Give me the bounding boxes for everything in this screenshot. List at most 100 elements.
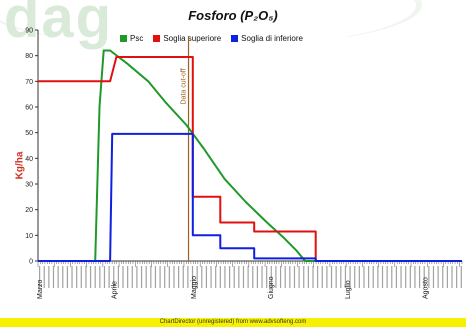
x-date-glyph [168,266,170,288]
legend-item-lower: Soglia di inferiore [231,34,303,43]
cutoff-label: Data cut-off [181,68,188,104]
watermark-logo: dag [4,0,114,50]
x-date-glyph [275,266,277,288]
y-tick-label: 80 [25,53,33,60]
x-date-glyph [279,266,282,288]
x-date-glyph [238,266,240,288]
x-date-glyph [173,266,175,288]
x-month-label: Luglio [345,280,352,299]
x-date-glyph [256,266,258,288]
x-date-glyph [270,266,272,288]
x-date-glyph [136,266,138,288]
x-date-glyph [210,266,212,288]
psc-line [38,49,462,262]
x-date-glyph [196,266,198,288]
x-date-glyph [354,266,356,288]
x-date-glyph [103,266,106,288]
x-date-glyph [326,266,328,288]
x-date-glyph [57,266,59,288]
y-tick-label: 30 [25,182,33,189]
x-date-glyph [414,266,416,288]
y-tick-label: 70 [25,79,33,86]
x-date-glyph [442,266,444,288]
x-date-glyph [293,266,296,288]
x-date-glyph [330,266,333,288]
x-date-glyph [409,266,411,288]
x-date-glyph [252,266,254,288]
footer-credit: ChartDirector (unregistered) from www.ad… [0,318,466,327]
legend-item-upper: Soglia superiore [153,34,221,43]
x-date-glyph [340,266,342,288]
x-date-glyph [418,266,421,288]
x-date-glyph [432,266,435,288]
x-date-glyph [215,266,217,288]
x-date-glyph [191,266,194,288]
legend-swatch-upper [153,35,161,42]
legend-label-psc: Psc [130,34,144,43]
x-date-glyph [386,266,388,288]
x-date-glyph [80,266,82,288]
x-date-glyph [358,266,360,288]
x-date-glyph [48,266,50,288]
x-month-label: Marzo [37,279,44,299]
x-date-glyph [437,266,439,288]
x-date-glyph [71,266,73,288]
x-date-glyph [52,266,55,288]
x-date-glyph [242,266,245,288]
x-date-glyph [140,266,143,288]
x-date-glyph [335,266,337,288]
x-date-glyph [446,266,448,288]
x-date-glyph [349,266,351,288]
x-date-glyph [321,266,323,288]
x-date-glyph [344,266,347,288]
x-date-glyph [372,266,374,288]
x-month-label: Maggio [191,276,198,299]
x-date-glyph [298,266,300,288]
legend-label-lower: Soglia di inferiore [241,34,303,43]
x-month-label: Aprile [112,281,119,299]
x-date-glyph [122,266,124,288]
x-date-glyph [117,266,119,288]
x-date-glyph [219,266,221,288]
x-date-glyph [400,266,402,288]
x-date-glyph [233,266,235,288]
x-date-glyph [391,266,393,288]
x-date-glyph [62,266,64,288]
y-tick-label: 0 [29,259,33,266]
chart-title: Fosforo (P₂O₅) [188,8,278,23]
chart-legend: Psc Soglia superiore Soglia di inferiore [120,34,303,43]
x-date-glyph [182,266,184,288]
x-date-glyph [99,266,101,288]
x-date-glyph [317,266,319,288]
x-date-glyph [228,266,231,288]
x-date-glyph [76,266,78,288]
y-tick-label: 50 [25,130,33,137]
x-date-glyph [247,266,249,288]
x-date-glyph [205,266,208,288]
x-date-glyph [85,266,87,288]
x-date-glyph [94,266,96,288]
x-date-glyph [150,266,152,288]
upper-threshold-line [38,56,462,262]
x-date-glyph [89,266,92,288]
x-date-glyph [127,266,129,288]
x-date-glyph [154,266,157,288]
y-tick-label: 60 [25,105,33,112]
x-date-glyph [187,266,189,288]
x-date-glyph [284,266,286,288]
x-date-glyph [456,266,458,288]
x-date-glyph [428,266,430,288]
x-date-glyph [381,266,384,288]
x-date-glyph [164,266,166,288]
lower-threshold-line [38,132,462,262]
x-date-glyph [43,266,45,288]
x-date-glyph [395,266,398,288]
x-date-glyph [131,266,133,288]
x-date-glyph [178,266,180,288]
x-date-glyph [266,266,268,288]
y-tick-label: 10 [25,233,33,240]
x-date-glyph [113,266,115,288]
x-date-glyph [307,266,309,288]
x-date-glyph [108,266,110,288]
x-date-glyph [363,266,365,288]
